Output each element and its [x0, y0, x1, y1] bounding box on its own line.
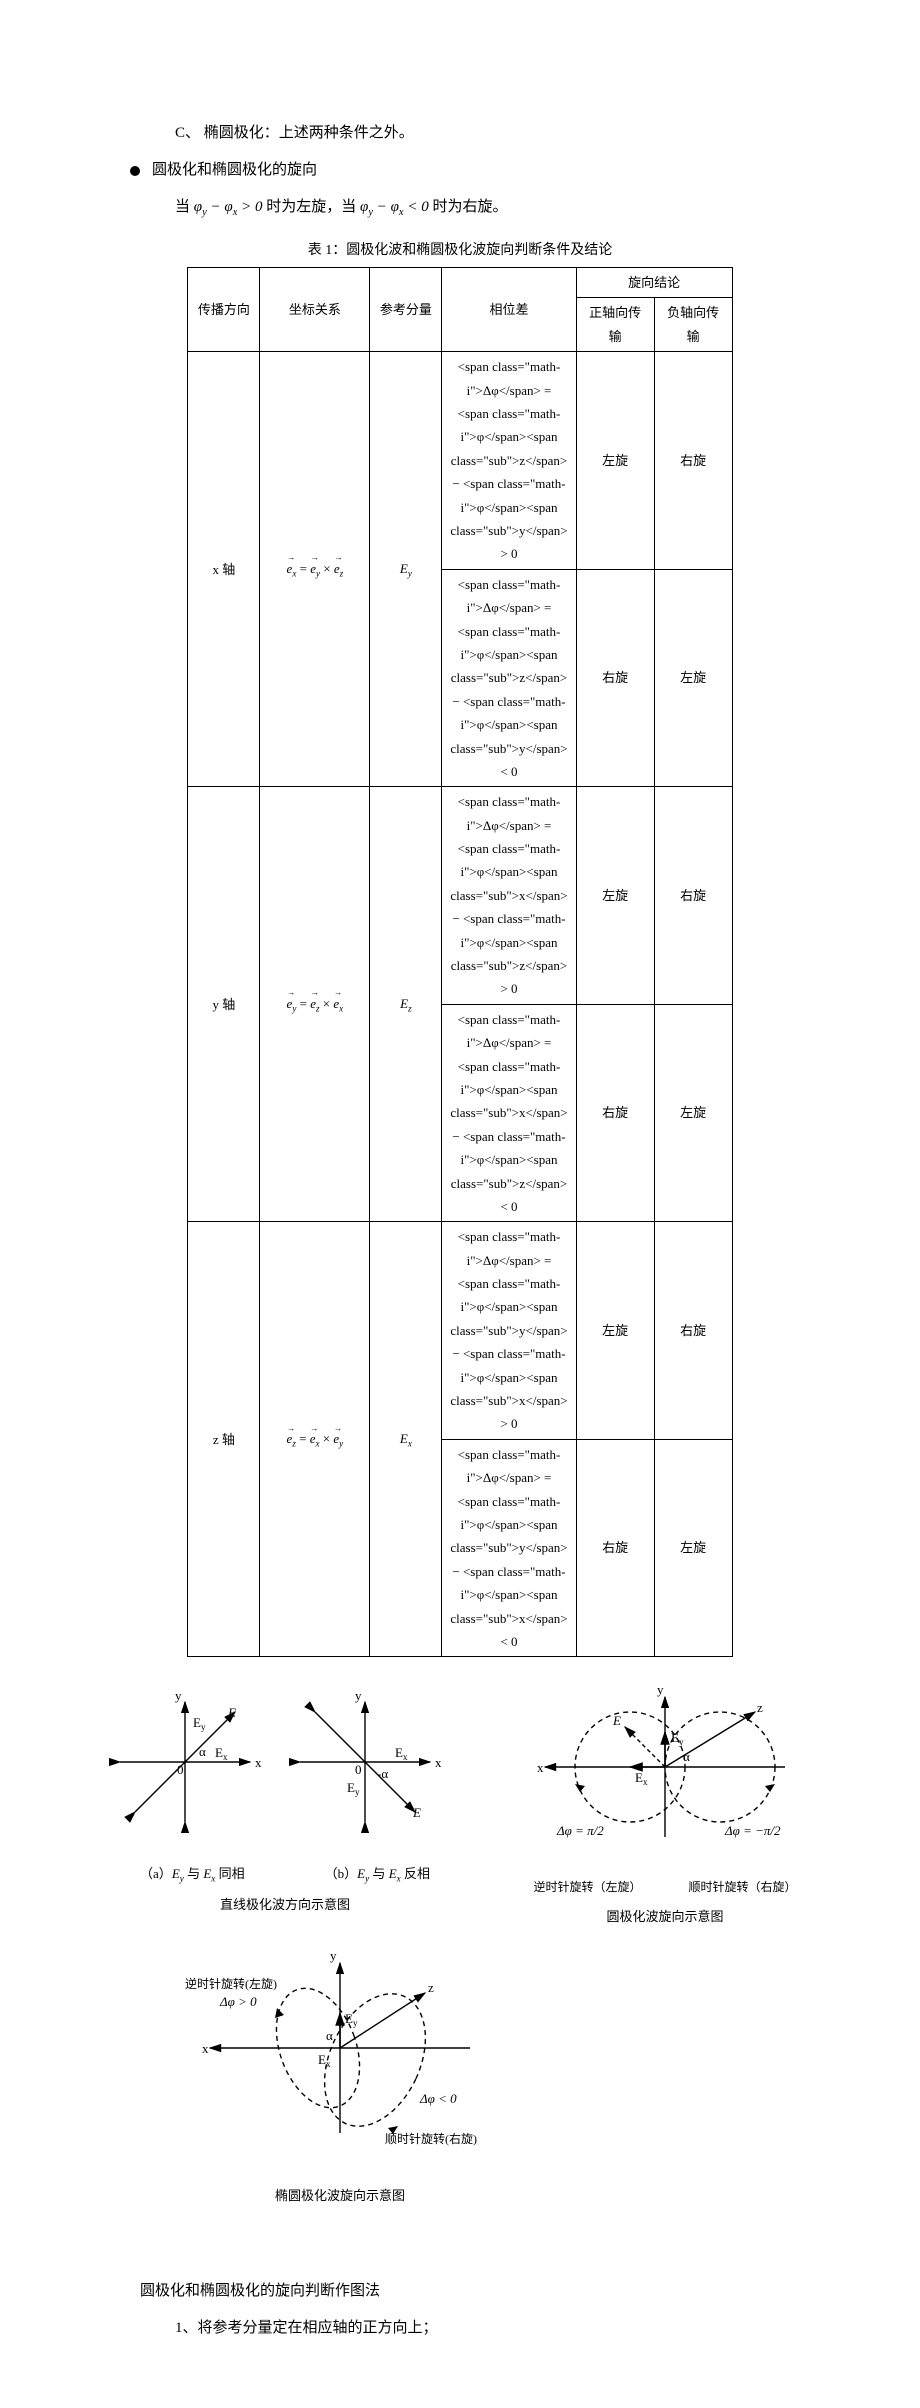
svg-text:α: α: [326, 2028, 333, 2043]
method-title: 圆极化和椭圆极化的旋向判断作图法: [140, 2278, 820, 2305]
rotation-condition: 当 φy − φx > 0 时为左旋，当 φy − φx < 0 时为右旋。: [175, 194, 820, 223]
svg-text:α: α: [199, 1744, 206, 1759]
cond1: φy − φx > 0: [194, 199, 263, 215]
polarization-table: 传播方向 坐标关系 参考分量 相位差 旋向结论 正轴向传输 负轴向传输 x 轴e…: [187, 267, 732, 1657]
svg-text:Ex: Ex: [215, 1745, 228, 1762]
th-conclusion: 旋向结论: [576, 268, 732, 298]
svg-text:x: x: [435, 1755, 442, 1770]
svg-text:α: α: [683, 1749, 690, 1764]
item-c: C、 椭圆极化：上述两种条件之外。: [175, 120, 820, 147]
svg-text:Ex: Ex: [318, 2052, 331, 2069]
svg-text:z: z: [428, 1980, 434, 1995]
svg-text:Δφ = −π/2: Δφ = −π/2: [724, 1823, 781, 1838]
linear-a-caption: （a）Ey 与 Ex 同相: [140, 1862, 245, 1887]
th-pos-axis: 正轴向传输: [576, 298, 654, 352]
svg-text:0: 0: [355, 1762, 362, 1777]
svg-text:E⃗: E⃗: [412, 1805, 431, 1820]
svg-text:y: y: [657, 1682, 664, 1697]
svg-text:Δφ > 0: Δφ > 0: [219, 1994, 257, 2009]
svg-text:Ey: Ey: [671, 1730, 684, 1747]
svg-text:Ex: Ex: [395, 1745, 408, 1762]
svg-text:y: y: [175, 1688, 182, 1703]
svg-text:Ey: Ey: [345, 2011, 358, 2028]
circular-caption: 圆极化波旋向示意图: [510, 1905, 820, 1928]
linear-svg: x y Ey Ex E⃗ α 0 x y Ey Ex E⃗ -α 0: [100, 1682, 470, 1852]
elliptic-svg: x y z Ey Ex α 逆时针旋转(左旋) Δφ > 0 Δφ < 0 顺时…: [160, 1948, 520, 2168]
th-phase: 相位差: [442, 268, 576, 352]
circular-polarization-diagram: x y z Ey Ex E⃗ α Δφ = π/2 Δφ = −π/2 逆时针旋…: [510, 1682, 820, 1928]
svg-text:x: x: [537, 1760, 544, 1775]
elliptic-polarization-diagram: x y z Ey Ex α 逆时针旋转(左旋) Δφ > 0 Δφ < 0 顺时…: [160, 1948, 520, 2207]
table-row: y 轴ey = ez × exEz<span class="math-i">Δφ…: [188, 787, 732, 1005]
elliptic-cw-label: 顺时针旋转(右旋): [385, 2131, 477, 2146]
table-row: x 轴ex = ey × ezEy<span class="math-i">Δφ…: [188, 352, 732, 570]
circular-left-label: 逆时针旋转（左旋）: [533, 1877, 641, 1899]
svg-text:x: x: [255, 1755, 262, 1770]
svg-text:y: y: [355, 1688, 362, 1703]
linear-polarization-diagram: x y Ey Ex E⃗ α 0 x y Ey Ex E⃗ -α 0: [100, 1682, 470, 1928]
elliptic-ccw-label: 逆时针旋转(左旋): [185, 1976, 277, 1991]
circular-right-label: 顺时针旋转（右旋）: [688, 1877, 796, 1899]
linear-caption: 直线极化波方向示意图: [100, 1893, 470, 1916]
svg-text:0: 0: [177, 1762, 184, 1777]
elliptic-caption: 椭圆极化波旋向示意图: [160, 2184, 520, 2207]
table-row: z 轴ez = ex × eyEx<span class="math-i">Δφ…: [188, 1222, 732, 1440]
item-c-text: 椭圆极化：上述两种条件之外。: [204, 125, 414, 141]
diagrams-row-1: x y Ey Ex E⃗ α 0 x y Ey Ex E⃗ -α 0: [100, 1682, 820, 1928]
svg-text:Δφ < 0: Δφ < 0: [419, 2091, 457, 2106]
th-relation: 坐标关系: [260, 268, 370, 352]
bullet-icon: [130, 166, 140, 176]
linear-b-caption: （b）Ey 与 Ex 反相: [325, 1862, 430, 1887]
bullet-rotation: 圆极化和椭圆极化的旋向: [130, 157, 820, 184]
svg-text:-α: -α: [377, 1766, 388, 1781]
svg-text:y: y: [330, 1948, 337, 1963]
svg-text:E⃗: E⃗: [612, 1713, 631, 1728]
th-neg-axis: 负轴向传输: [654, 298, 732, 352]
method-item-1: 1、将参考分量定在相应轴的正方向上；: [175, 2315, 820, 2342]
item-c-label: C、: [175, 125, 200, 141]
svg-text:x: x: [202, 2041, 209, 2056]
svg-text:E⃗: E⃗: [227, 1705, 246, 1720]
circular-svg: x y z Ey Ex E⃗ α Δφ = π/2 Δφ = −π/2: [510, 1682, 820, 1867]
svg-text:Δφ = π/2: Δφ = π/2: [556, 1823, 604, 1838]
bullet-text: 圆极化和椭圆极化的旋向: [152, 157, 317, 184]
svg-text:z: z: [757, 1700, 763, 1715]
th-direction: 传播方向: [188, 268, 260, 352]
th-reference: 参考分量: [370, 268, 442, 352]
table-header-row: 传播方向 坐标关系 参考分量 相位差 旋向结论: [188, 268, 732, 298]
svg-text:Ey: Ey: [193, 1715, 206, 1732]
svg-text:Ex: Ex: [635, 1770, 648, 1787]
circular-sub-captions: 逆时针旋转（左旋） 顺时针旋转（右旋）: [510, 1877, 820, 1899]
cond2: φy − φx < 0: [360, 199, 429, 215]
linear-sub-captions: （a）Ey 与 Ex 同相 （b）Ey 与 Ex 反相: [100, 1862, 470, 1887]
svg-text:Ey: Ey: [347, 1780, 360, 1797]
table-title: 表 1：圆极化波和椭圆极化波旋向判断条件及结论: [100, 238, 820, 263]
